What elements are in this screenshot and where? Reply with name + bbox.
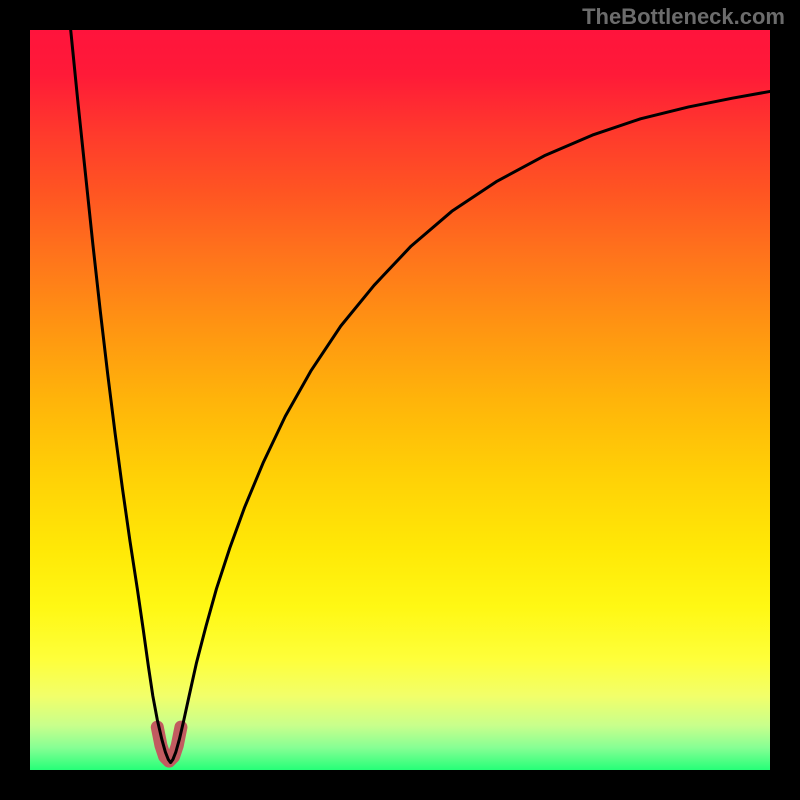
watermark-text: TheBottleneck.com	[582, 4, 785, 30]
chart-svg	[0, 0, 800, 800]
chart-background	[30, 30, 770, 770]
